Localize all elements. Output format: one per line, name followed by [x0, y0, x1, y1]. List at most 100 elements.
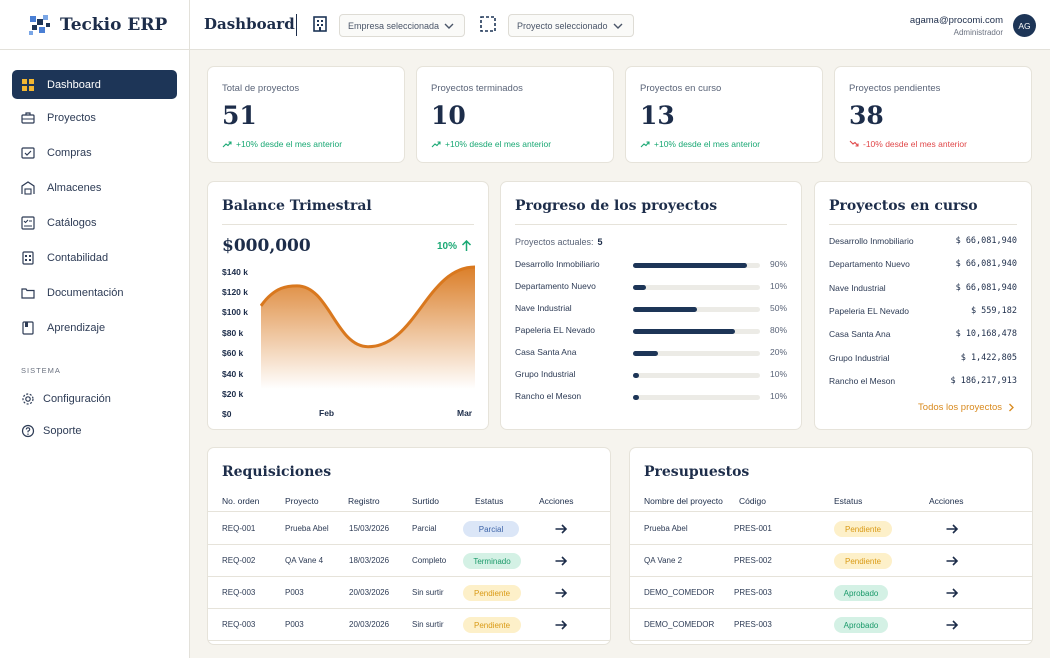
sidebar-item-soporte[interactable]: Soporte [12, 416, 177, 445]
table-cell: 20/03/2026 [349, 620, 390, 629]
sidebar-item-label: Almacenes [47, 181, 102, 194]
progress-track [633, 351, 760, 356]
view-button[interactable] [945, 609, 959, 641]
table-row: QA Vane 2 PRES-002 Pendiente [630, 545, 1032, 577]
project-amount: $ 66,081,940 [955, 282, 1017, 293]
status-badge: Aprobado [834, 617, 888, 633]
progress-track [633, 395, 760, 400]
table-row: DEMO_COMEDOR PRES-003 Aprobado [630, 609, 1032, 641]
project-name: Grupo Industrial [829, 352, 890, 363]
status-badge: Parcial [463, 521, 519, 537]
trend-up-icon [640, 141, 650, 148]
grid-icon [22, 78, 34, 91]
balance-amount: $000,000 [222, 236, 311, 256]
table-cell: PRES-003 [734, 588, 772, 597]
project-name: Rancho el Meson [829, 375, 896, 386]
list-item[interactable]: Nave Industrial $ 66,081,940 [829, 283, 1017, 297]
avatar[interactable]: AG [1013, 14, 1036, 37]
stat-card-total: Total de proyectos 51 +10% desde el mes … [207, 66, 405, 163]
user-role: Administrador [953, 28, 1003, 37]
sidebar-item-proyectos[interactable]: Proyectos [12, 103, 177, 132]
project-amount: $ 10,168,478 [955, 329, 1017, 340]
project-select[interactable]: Proyecto seleccionado [508, 14, 634, 37]
status-badge: Terminado [463, 553, 521, 569]
view-button[interactable] [554, 609, 568, 641]
sidebar-item-dashboard[interactable]: Dashboard [12, 70, 177, 99]
folder-icon [21, 287, 35, 299]
project-name: Nave Industrial [515, 303, 572, 313]
company-select[interactable]: Empresa seleccionada [339, 14, 465, 37]
arrow-right-icon [946, 556, 959, 566]
view-button[interactable] [945, 577, 959, 609]
y-tick-label: $140 k [222, 267, 248, 277]
table-cell: Prueba Abel [285, 524, 329, 533]
table-cell: QA Vane 2 [644, 556, 683, 565]
progress-fill [633, 263, 748, 268]
progress-track [633, 307, 760, 312]
column-header: Proyecto [285, 496, 319, 506]
table-cell: REQ-003 [222, 620, 256, 629]
building-icon [313, 16, 327, 32]
stat-value: 10 [431, 101, 466, 130]
brand[interactable]: Teckio ERP [0, 0, 190, 50]
project-name: Departamento Nuevo [829, 259, 910, 270]
table-row: REQ-001 Prueba Abel 15/03/2026 Parcial Parci… [208, 513, 610, 545]
sidebar-item-catalogos[interactable]: Catálogos [12, 208, 177, 237]
progress-row: Casa Santa Ana 20% [515, 347, 787, 361]
sidebar-item-label: Compras [47, 146, 92, 159]
list-item[interactable]: Grupo Industrial $ 1,422,805 [829, 353, 1017, 367]
sidebar-item-aprendizaje[interactable]: Aprendizaje [12, 313, 177, 342]
logo-icon [29, 15, 50, 35]
sidebar-item-almacenes[interactable]: Almacenes [12, 173, 177, 202]
x-tick-label: Mar [457, 408, 473, 418]
sidebar-item-compras[interactable]: Compras [12, 138, 177, 167]
requisitions-card: Requisiciones No. orden Proyecto Registr… [207, 447, 611, 645]
list-item[interactable]: Rancho el Meson $ 186,217,913 [829, 376, 1017, 390]
sidebar-item-contabilidad[interactable]: Contabilidad [12, 243, 177, 272]
sidebar-item-documentacion[interactable]: Documentación [12, 278, 177, 307]
sidebar: Dashboard Proyectos Compras Almacenes Ca… [0, 50, 190, 658]
stat-trend: +10% desde el mes anterior [640, 139, 760, 149]
arrow-right-icon [946, 620, 959, 630]
project-name: Rancho el Meson [515, 391, 582, 401]
table-cell: PRES-001 [734, 524, 772, 533]
table-header: No. orden Proyecto Registro Surtido Esta… [208, 492, 610, 512]
view-button[interactable] [554, 513, 568, 545]
gear-icon [22, 392, 34, 405]
view-button[interactable] [945, 545, 959, 577]
progress-percent: 50% [769, 303, 787, 313]
stat-label: Total de proyectos [222, 83, 300, 94]
progress-percent: 10% [769, 281, 787, 291]
arrow-right-icon [555, 524, 568, 534]
status-badge: Pendiente [834, 521, 892, 537]
column-header: Estatus [834, 496, 863, 506]
sidebar-item-label: Catálogos [47, 216, 97, 229]
list-item[interactable]: Desarrollo Inmobiliario $ 66,081,940 [829, 236, 1017, 250]
progress-card: Progreso de los proyectos Proyectos actu… [500, 181, 802, 430]
project-name: Papeleria EL Nevado [829, 305, 910, 316]
progress-fill [633, 307, 697, 312]
list-item[interactable]: Papeleria EL Nevado $ 559,182 [829, 306, 1017, 320]
table-cell: 20/03/2026 [349, 588, 390, 597]
list-item[interactable]: Departamento Nuevo $ 66,081,940 [829, 259, 1017, 273]
table-cell: DEMO_COMEDOR [644, 620, 715, 629]
column-header: Estatus [475, 496, 504, 506]
view-button[interactable] [945, 513, 959, 545]
status-badge: Pendiente [834, 553, 892, 569]
column-header: Acciones [539, 496, 574, 506]
all-projects-link[interactable]: Todos los proyectos [918, 402, 1015, 413]
sidebar-item-configuracion[interactable]: Configuración [12, 384, 177, 413]
progress-row: Departamento Nuevo 10% [515, 281, 787, 295]
project-name: Grupo Industrial [515, 369, 576, 379]
balance-area-chart [260, 265, 476, 389]
view-button[interactable] [554, 577, 568, 609]
divider [829, 224, 1017, 225]
stat-trend: -10% desde el mes anterior [849, 139, 967, 149]
table-cell: 15/03/2026 [349, 524, 390, 533]
warehouse-icon [21, 180, 35, 195]
stat-value: 38 [849, 101, 884, 130]
stat-card-finished: Proyectos terminados 10 +10% desde el me… [416, 66, 614, 163]
list-item[interactable]: Casa Santa Ana $ 10,168,478 [829, 329, 1017, 343]
view-button[interactable] [554, 545, 568, 577]
card-title: Balance Trimestral [222, 198, 372, 214]
